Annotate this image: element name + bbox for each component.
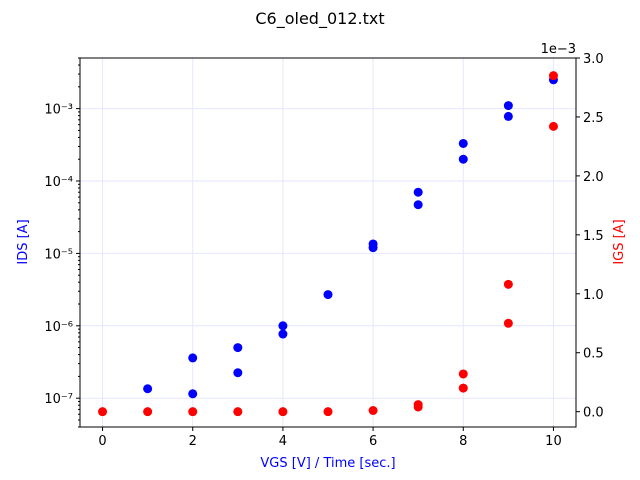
chart-title: C6_oled_012.txt <box>255 9 384 29</box>
igs-point <box>413 402 423 412</box>
y-right-tick-label: 2.0 <box>583 170 604 185</box>
igs-point <box>188 407 198 417</box>
igs-point <box>278 407 288 417</box>
y-right-tick-label: 3.0 <box>583 52 604 67</box>
ids-point <box>323 290 333 300</box>
right-axis-offset-label: 1e−3 <box>541 42 576 57</box>
ids-point <box>413 187 423 197</box>
igs-point <box>503 279 513 289</box>
igs-point <box>233 407 243 417</box>
igs-point <box>548 121 558 131</box>
y-axis-left-label: IDS [A] <box>16 219 31 264</box>
y-right-tick-label: 0.0 <box>583 406 604 421</box>
x-tick-label: 8 <box>459 434 467 449</box>
x-tick-label: 6 <box>369 434 377 449</box>
y-left-tick-label: 10⁻⁷ <box>44 392 73 407</box>
ids-point <box>188 389 198 399</box>
x-axis-label: VGS [V] / Time [sec.] <box>260 456 395 471</box>
x-tick-label: 2 <box>189 434 197 449</box>
ids-point <box>233 343 243 353</box>
y-axis-left: 10⁻⁷ 10⁻⁶ 10⁻⁵ 10⁻⁴ 10⁻³ <box>44 57 80 428</box>
grid <box>80 58 576 427</box>
igs-point <box>458 383 468 393</box>
data-marks <box>98 71 558 417</box>
ids-point <box>458 154 468 164</box>
igs-point <box>458 369 468 379</box>
y-left-tick-label: 10⁻⁶ <box>44 320 73 335</box>
ids-point <box>188 353 198 363</box>
igs-point <box>98 407 108 417</box>
y-left-tick-label: 10⁻⁴ <box>44 175 73 190</box>
y-right-tick-label: 2.5 <box>583 111 604 126</box>
x-tick-label: 10 <box>545 434 562 449</box>
igs-point <box>503 318 513 328</box>
y-axis-right: 0.0 0.5 1.0 1.5 2.0 2.5 3.0 <box>576 52 604 421</box>
y-axis-right-label: IGS [A] <box>612 219 627 264</box>
x-tick-label: 0 <box>98 434 106 449</box>
y-left-tick-label: 10⁻³ <box>44 103 73 118</box>
y-left-tick-label: 10⁻⁵ <box>44 247 73 262</box>
igs-point <box>548 71 558 81</box>
ids-point <box>503 111 513 121</box>
plot-frame <box>79 57 577 428</box>
ids-point <box>368 243 378 253</box>
x-axis: 0 2 4 6 8 10 <box>98 427 562 449</box>
ids-point <box>503 101 513 111</box>
igs-point <box>368 405 378 415</box>
ids-point <box>143 384 153 394</box>
y-right-tick-label: 0.5 <box>583 347 604 362</box>
ids-point <box>458 138 468 148</box>
ids-point <box>278 321 288 331</box>
y-right-tick-label: 1.0 <box>583 288 604 303</box>
x-tick-label: 4 <box>279 434 287 449</box>
igs-point <box>143 407 153 417</box>
y-right-tick-label: 1.5 <box>583 229 604 244</box>
ids-point <box>413 200 423 210</box>
ids-point <box>233 368 243 378</box>
igs-point <box>323 407 333 417</box>
ids-point <box>278 329 288 339</box>
